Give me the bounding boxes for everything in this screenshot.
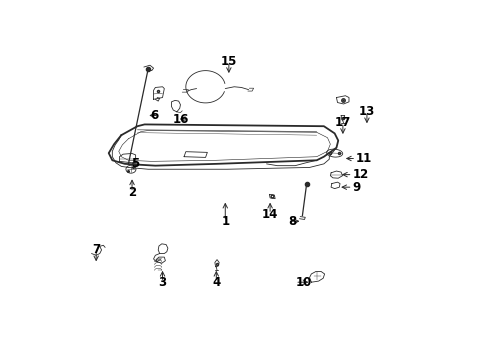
Text: 5: 5 <box>131 157 139 170</box>
Text: 16: 16 <box>173 113 190 126</box>
Text: 6: 6 <box>151 109 159 122</box>
Text: 13: 13 <box>359 105 375 118</box>
Text: 8: 8 <box>288 215 296 228</box>
Text: 15: 15 <box>220 55 237 68</box>
Text: 10: 10 <box>295 276 312 289</box>
Text: 1: 1 <box>221 215 229 228</box>
Text: 7: 7 <box>92 243 100 256</box>
Text: 4: 4 <box>212 276 220 289</box>
Text: 14: 14 <box>262 208 278 221</box>
Text: 17: 17 <box>335 116 351 129</box>
Text: 2: 2 <box>128 186 136 199</box>
Text: 12: 12 <box>353 168 369 181</box>
Text: 3: 3 <box>158 276 167 289</box>
Text: 11: 11 <box>356 152 372 165</box>
Text: 9: 9 <box>353 181 361 194</box>
